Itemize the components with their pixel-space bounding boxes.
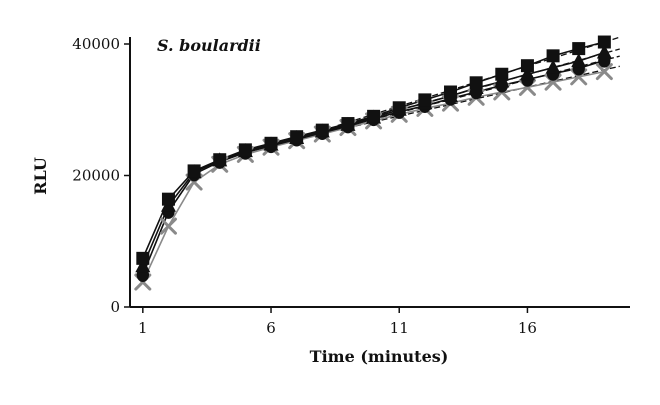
x-tick-label: 16 (518, 319, 537, 337)
data-point-square (367, 109, 381, 123)
data-point-square (341, 117, 355, 131)
data-point-triangle (135, 258, 151, 273)
data-point-square (469, 76, 483, 90)
data-point-square (520, 59, 534, 73)
chart-annotation: S. boulardii (157, 36, 261, 55)
data-point-square (315, 123, 329, 137)
x-ticks: 1 6 11 16 (138, 307, 537, 337)
data-point-triangle (545, 59, 561, 74)
data-point-square (546, 49, 560, 63)
data-point-square (495, 67, 509, 81)
data-point-triangle (596, 44, 612, 59)
data-point-triangle (519, 66, 535, 81)
data-point-square (597, 35, 611, 49)
data-point-square (238, 143, 252, 157)
data-point-square (418, 93, 432, 107)
data-point-square (213, 153, 227, 167)
y-tick-label: 20000 (72, 167, 120, 185)
data-point-triangle (571, 53, 587, 68)
y-tick-label: 40000 (72, 35, 120, 53)
y-tick-label: 0 (110, 298, 120, 316)
data-point-square (572, 42, 586, 56)
x-tick-label: 6 (266, 319, 276, 337)
data-point-square (392, 101, 406, 115)
data-point-square (290, 130, 304, 144)
x-tick-label: 11 (390, 319, 409, 337)
data-point-x (159, 217, 177, 235)
y-ticks: 0 20000 40000 (72, 35, 130, 316)
series-line (142, 70, 605, 283)
data-point-square (136, 251, 150, 265)
chart-axes (129, 37, 630, 308)
data-point-x (595, 63, 613, 81)
x-axis-title: Time (minutes) (310, 347, 449, 366)
series-line (142, 59, 605, 276)
data-point-square (444, 85, 458, 99)
data-point-square (264, 136, 278, 150)
data-point-square (187, 164, 201, 178)
x-tick-label: 1 (138, 319, 148, 337)
chart-marks (134, 35, 620, 291)
y-axis-title: RLU (31, 157, 50, 195)
series-line (142, 41, 605, 259)
data-point-square (161, 192, 175, 206)
series-line (142, 51, 605, 267)
